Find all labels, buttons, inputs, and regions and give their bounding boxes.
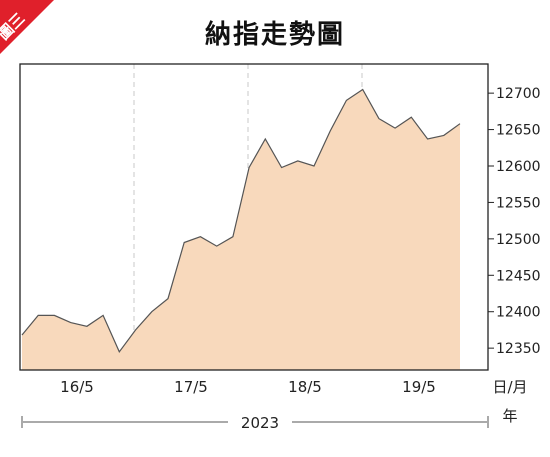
y-tick-label: 12500 [496, 232, 541, 248]
year-bracket [21, 412, 489, 432]
x-unit-label: 日/月 [492, 378, 527, 396]
y-tick-label: 12400 [496, 305, 541, 321]
x-tick-label: 17/5 [174, 378, 208, 396]
figure-badge: 圖三 [0, 0, 54, 54]
x-tick-label: 19/5 [402, 378, 436, 396]
y-tick-label: 12700 [496, 86, 541, 102]
y-tick-label: 12650 [496, 123, 541, 139]
year-label: 2023 [241, 414, 279, 432]
area-fill [22, 89, 460, 370]
x-tick-label: 16/5 [60, 378, 94, 396]
y-tick-label: 12350 [496, 341, 541, 357]
x-tick-label: 18/5 [288, 378, 322, 396]
plot-frame [19, 63, 489, 371]
chart-title: 納指走勢圖 [204, 20, 345, 50]
y-tick-label: 12450 [496, 268, 541, 284]
year-unit-label: 年 [502, 407, 517, 425]
y-tick-label: 12600 [496, 159, 541, 175]
y-tick-label: 12550 [496, 195, 541, 211]
series-line [21, 88, 461, 353]
